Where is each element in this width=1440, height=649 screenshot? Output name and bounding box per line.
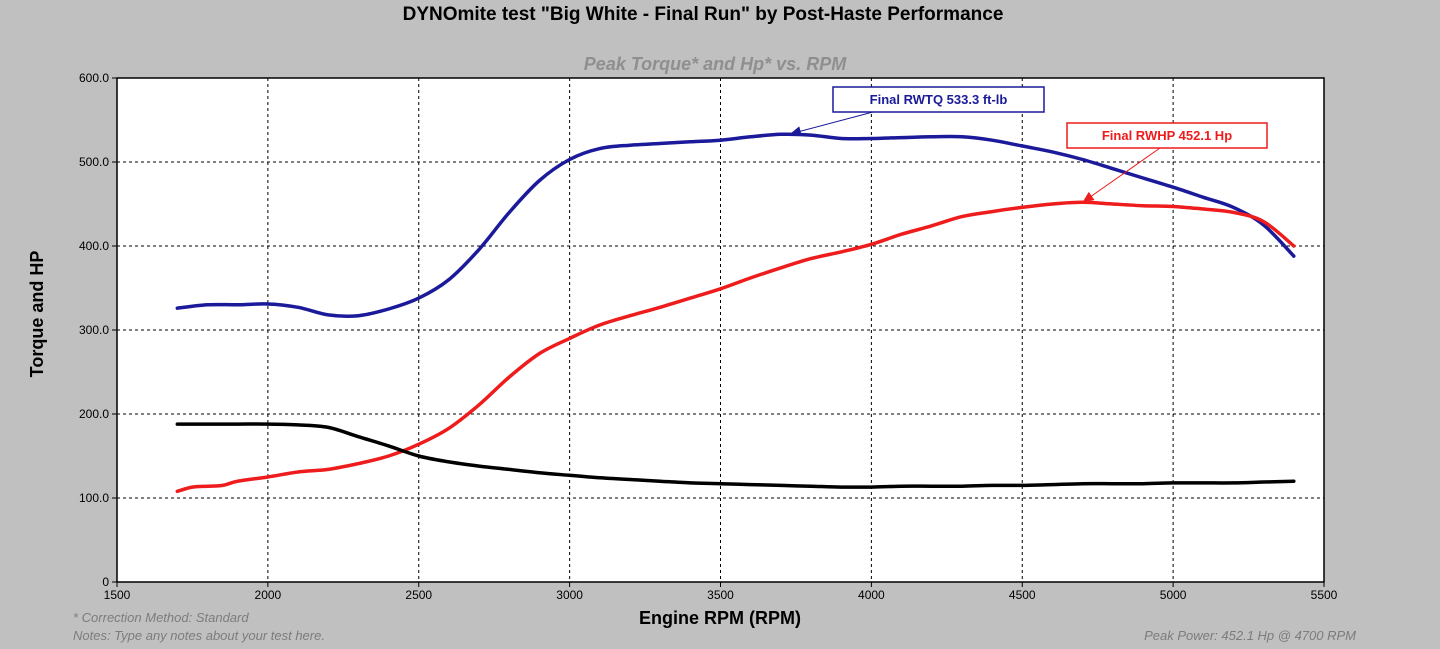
x-tick-label: 5500	[1311, 588, 1338, 602]
y-tick-label: 400.0	[79, 239, 109, 253]
annotation-arrowhead-torque	[789, 126, 802, 137]
y-tick-label: 300.0	[79, 323, 109, 337]
annotation-label-horsepower: Final RWHP 452.1 Hp	[1102, 128, 1232, 143]
x-tick-label: 5000	[1160, 588, 1187, 602]
y-tick-label: 200.0	[79, 407, 109, 421]
x-tick-label: 2000	[255, 588, 282, 602]
annotation-leader-horsepower	[1082, 147, 1161, 203]
chart-title: DYNOmite test "Big White - Final Run" by…	[403, 4, 1004, 25]
x-tick-label: 3000	[556, 588, 583, 602]
axis-ticks: 1500 2000 2500 3000 3500 4000 4500 5000 5500 0 100…	[79, 71, 1338, 602]
y-tick-label: 500.0	[79, 155, 109, 169]
annotations-group: Final RWTQ 533.3 ft-lb Final RWHP 452.1 H…	[789, 86, 1268, 203]
annotation-box-horsepower	[1066, 122, 1268, 149]
y-axis-label: Torque and HP	[27, 251, 47, 378]
y-tick-label: 0	[102, 575, 109, 589]
x-axis-label: Engine RPM (RPM)	[639, 608, 801, 628]
series-group	[175, 132, 1296, 494]
x-tick-label: 1500	[104, 588, 131, 602]
chart-subtitle: Peak Torque* and Hp* vs. RPM	[584, 54, 847, 74]
series-line-horsepower	[175, 200, 1296, 494]
annotation-box-torque	[832, 86, 1045, 113]
x-tick-label: 3500	[707, 588, 734, 602]
y-tick-label: 600.0	[79, 71, 109, 85]
annotation-arrowhead-horsepower	[1082, 191, 1095, 203]
annotation-label-torque: Final RWTQ 533.3 ft-lb	[870, 92, 1008, 107]
grid-lines	[117, 78, 1324, 582]
x-tick-label: 2500	[405, 588, 432, 602]
peak-power-note: Peak Power: 452.1 Hp @ 4700 RPM	[1144, 628, 1356, 643]
series-line-third	[175, 422, 1296, 489]
x-tick-label: 4000	[858, 588, 885, 602]
notes-text: Notes: Type any notes about your test he…	[73, 628, 325, 643]
annotation-leader-torque	[789, 111, 874, 135]
series-line-torque	[175, 132, 1296, 319]
correction-note: * Correction Method: Standard	[73, 610, 249, 625]
y-tick-label: 100.0	[79, 491, 109, 505]
x-tick-label: 4500	[1009, 588, 1036, 602]
